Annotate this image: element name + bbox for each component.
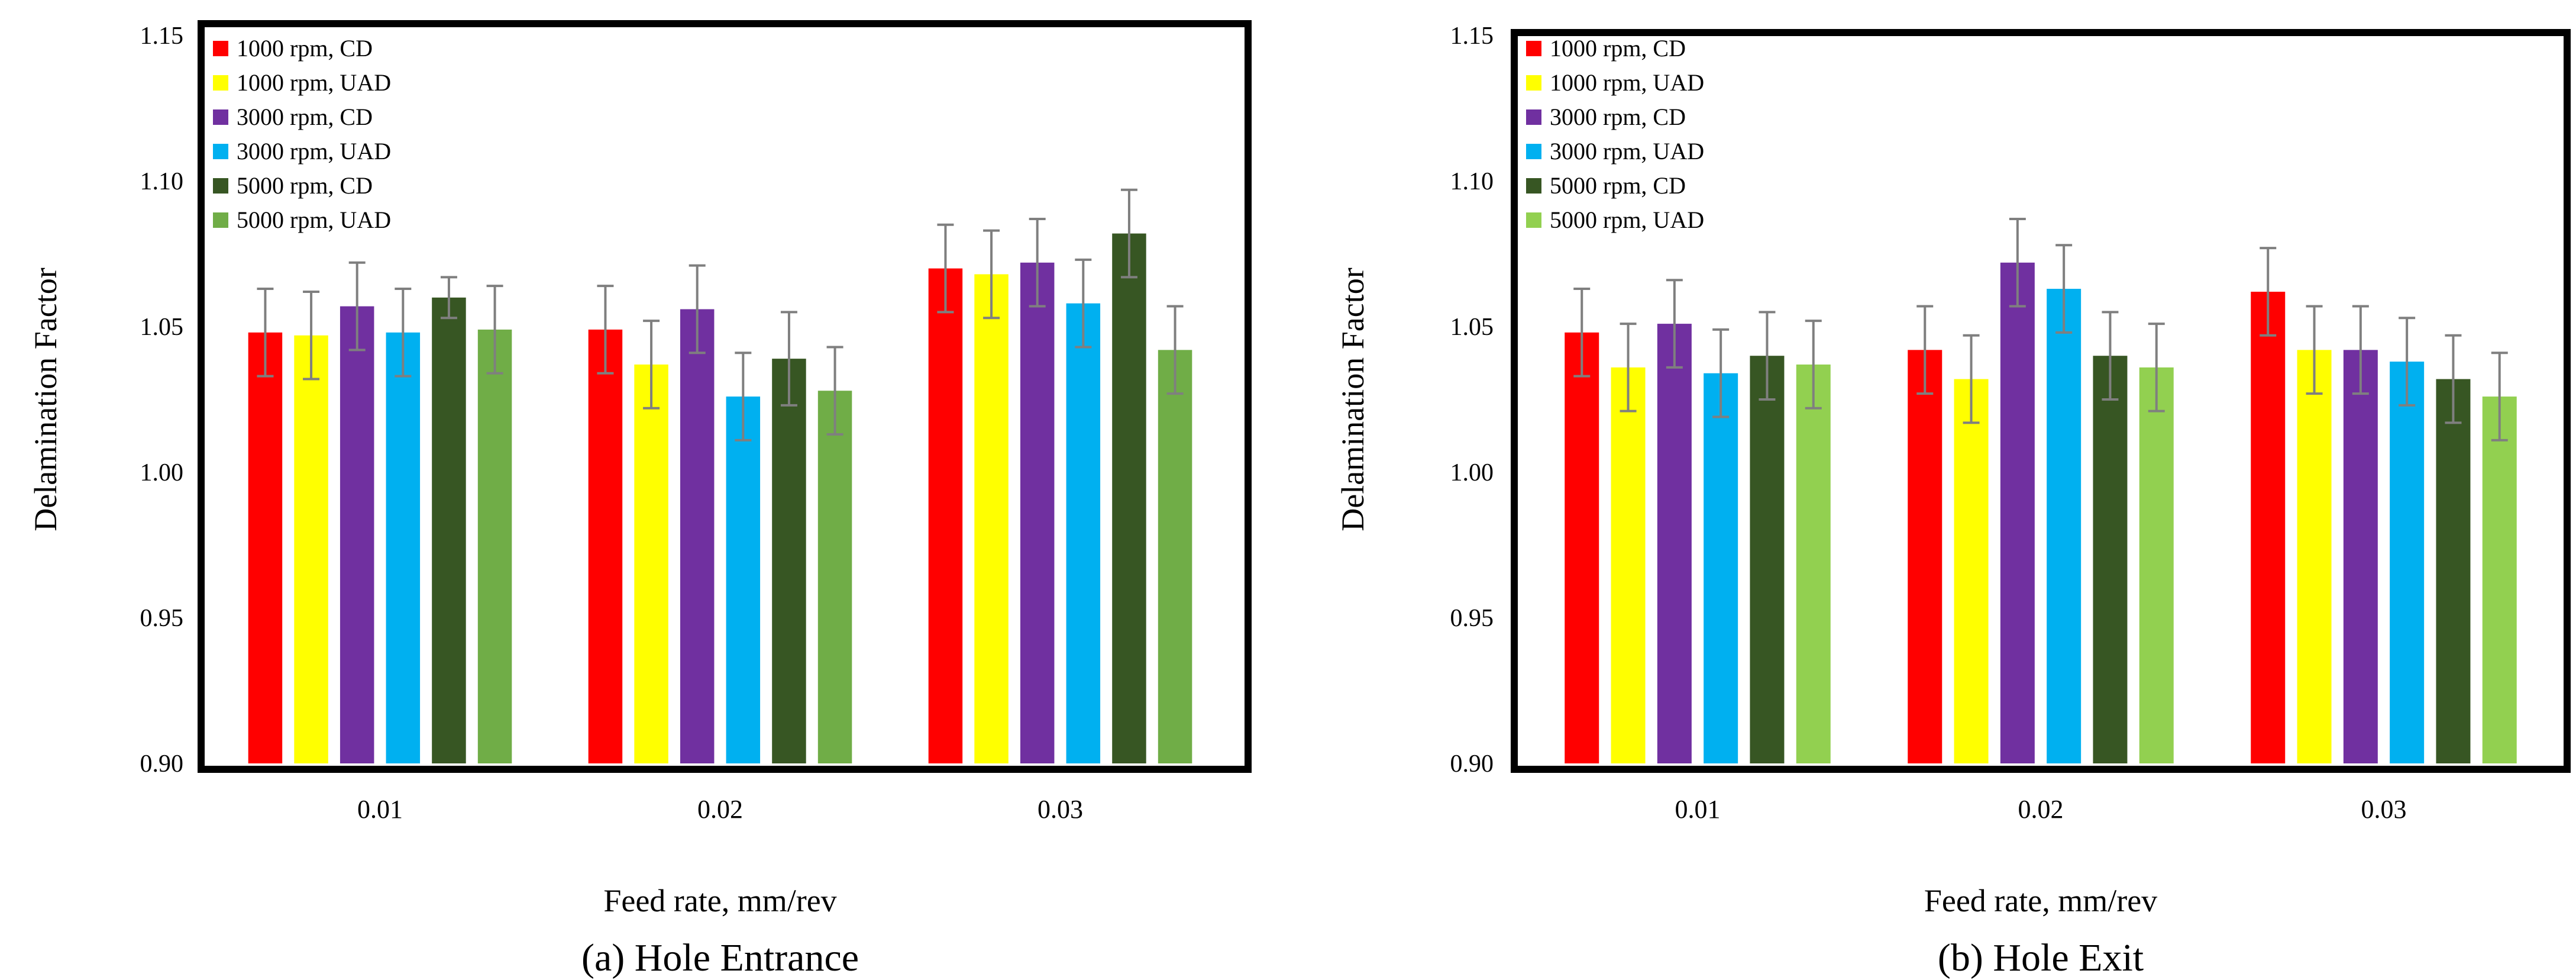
y-axis-label: Delamination Factor	[1335, 267, 1371, 531]
bar	[2343, 350, 2378, 763]
legend-label: 3000 rpm, UAD	[1550, 138, 1704, 165]
bar	[1112, 233, 1146, 763]
bar	[2000, 262, 2035, 763]
bar	[1796, 364, 1831, 763]
y-tick-label: 1.00	[1450, 459, 1494, 486]
bar	[1704, 373, 1738, 763]
legend-label: 1000 rpm, CD	[1550, 35, 1686, 62]
y-tick-label: 1.15	[1450, 22, 1494, 50]
legend-label: 5000 rpm, CD	[237, 172, 373, 199]
legend-swatch	[213, 75, 228, 91]
bar	[1954, 379, 1989, 763]
y-tick-label: 0.95	[1450, 605, 1494, 632]
legend-label: 3000 rpm, CD	[237, 104, 373, 130]
bar	[2482, 396, 2517, 763]
y-tick-label: 0.90	[140, 750, 184, 778]
bar	[1565, 332, 1599, 763]
figure-caption: (b) Hole Exit	[1938, 936, 2144, 979]
bar	[477, 329, 512, 763]
y-tick-label: 1.00	[140, 459, 184, 486]
y-tick-label: 0.90	[1450, 750, 1494, 778]
chart-hole-entrance: 0.90 0.95 1.00 1.05 1.10 1.15 0.01 0.02 0.03 1000…	[28, 20, 1252, 979]
bar	[248, 332, 283, 763]
bar	[974, 274, 1009, 763]
legend-label: 5000 rpm, UAD	[1550, 207, 1704, 233]
bar	[634, 364, 668, 763]
y-tick-label: 0.95	[140, 605, 184, 632]
legend-swatch	[1526, 41, 1541, 56]
bar	[1908, 350, 1942, 763]
legend-label: 5000 rpm, UAD	[237, 207, 391, 233]
bar	[1657, 324, 1692, 763]
legend-swatch	[213, 178, 228, 194]
bar	[1750, 356, 1785, 763]
y-tick-label: 1.05	[1450, 314, 1494, 341]
bar	[1158, 350, 1192, 763]
plot-frame	[198, 20, 1252, 773]
legend-label: 3000 rpm, UAD	[237, 138, 391, 165]
y-tick-label: 1.05	[140, 314, 184, 341]
legend-label: 3000 rpm, CD	[1550, 104, 1686, 130]
legend-label: 5000 rpm, CD	[1550, 172, 1686, 199]
bar	[2139, 367, 2174, 763]
y-tick-label: 1.10	[140, 168, 184, 195]
bar	[2436, 379, 2471, 763]
figure-caption: (a) Hole Entrance	[581, 936, 859, 979]
legend-swatch	[1526, 144, 1541, 159]
legend-swatch	[1526, 178, 1541, 194]
bar	[2047, 289, 2082, 763]
x-tick-label: 0.03	[2361, 795, 2407, 824]
bar	[1066, 303, 1101, 763]
bar	[1611, 367, 1646, 763]
legend-swatch	[213, 212, 228, 228]
y-tick-label: 1.15	[140, 22, 184, 50]
bar	[386, 332, 421, 763]
legend-swatch	[1526, 212, 1541, 228]
bar	[772, 359, 806, 763]
bar	[2390, 362, 2425, 763]
legend-label: 1000 rpm, UAD	[237, 69, 391, 96]
x-tick-label: 0.02	[697, 795, 743, 824]
bar	[294, 335, 328, 763]
legend-label: 1000 rpm, CD	[237, 35, 373, 62]
x-tick-label: 0.01	[357, 795, 403, 824]
bar	[2093, 356, 2128, 763]
x-axis-label: Feed rate, mm/rev	[603, 883, 836, 918]
legend-label: 1000 rpm, UAD	[1550, 69, 1704, 96]
bar	[432, 297, 466, 763]
bar	[2297, 350, 2332, 763]
bar	[928, 268, 963, 764]
bar	[2251, 291, 2286, 764]
bar	[340, 306, 374, 763]
x-tick-label: 0.03	[1037, 795, 1083, 824]
chart-hole-exit: 0.90 0.95 1.00 1.05 1.10 1.15 0.01 0.02 0.03 1000…	[1335, 22, 2571, 979]
legend-swatch	[1526, 75, 1541, 91]
x-axis-label: Feed rate, mm/rev	[1924, 883, 2157, 918]
bar	[680, 309, 715, 763]
plot-frame	[1511, 29, 2571, 773]
legend-swatch	[213, 144, 228, 159]
legend-swatch	[213, 41, 228, 56]
bar	[588, 329, 623, 763]
y-axis-label: Delamination Factor	[28, 267, 63, 531]
x-tick-label: 0.02	[2018, 795, 2064, 824]
bar	[1020, 262, 1055, 763]
legend-swatch	[1526, 109, 1541, 125]
y-tick-label: 1.10	[1450, 168, 1494, 195]
x-tick-label: 0.01	[1675, 795, 1721, 824]
bar	[817, 391, 852, 763]
bar	[726, 396, 761, 763]
legend-swatch	[213, 109, 228, 125]
